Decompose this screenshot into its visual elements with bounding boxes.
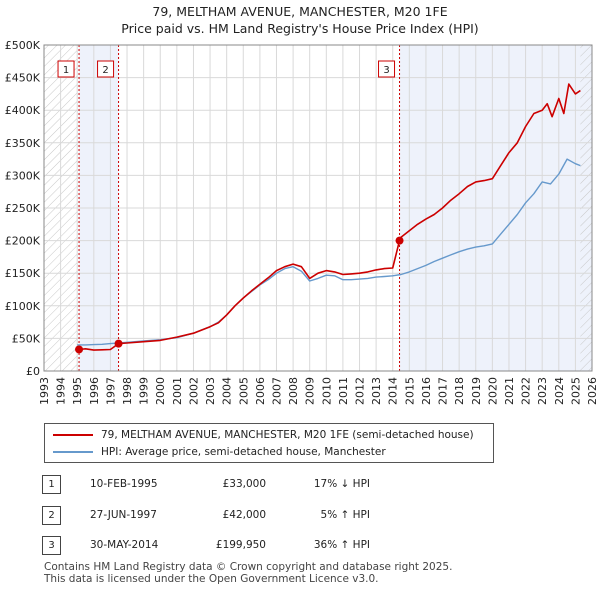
sale-marker-number: 2 [102,65,108,76]
footer-licence: This data is licensed under the Open Gov… [44,573,379,585]
sale-marker-label: 2 [42,506,61,525]
x-tick-label: 2022 [520,377,533,405]
x-tick-label: 1999 [138,377,151,405]
plot-border [43,44,593,372]
sale-marker-number: 1 [63,65,69,76]
x-tick-label: 2025 [569,377,582,405]
x-tick-label: 1994 [55,377,68,405]
sale-date: 30-MAY-2014 [90,539,159,551]
sale-row: 3 30-MAY-2014 £199,950 36% ↑ HPI [0,535,600,555]
sale-point [114,339,123,348]
title-line-subtitle: Price paid vs. HM Land Registry's House … [121,21,479,36]
sale-row: 2 27-JUN-1997 £42,000 5% ↑ HPI [0,505,600,525]
legend-label-hpi: HPI: Average price, semi-detached house,… [101,446,386,458]
y-tick-label: £300K [5,169,41,182]
x-tick-label: 2005 [237,377,250,405]
x-tick-label: 2015 [403,377,416,405]
sale-hpi-change: 36% ↑ HPI [313,539,370,551]
x-tick-label: 2013 [370,377,383,405]
sale-hpi-change: 17% ↓ HPI [313,478,370,490]
legend: 79, MELTHAM AVENUE, MANCHESTER, M20 1FE … [44,423,494,463]
x-tick-label: 2001 [171,377,184,405]
y-tick-label: £350K [5,137,41,150]
x-tick-label: 2026 [586,377,599,405]
x-tick-label: 2003 [204,377,217,405]
legend-item-hpi: HPI: Average price, semi-detached house,… [53,444,386,460]
legend-item-property: 79, MELTHAM AVENUE, MANCHESTER, M20 1FE … [53,427,474,443]
x-tick-label: 2002 [187,377,200,405]
y-tick-label: £400K [5,104,41,117]
sale-price: £33,000 [222,478,266,490]
legend-label-property: 79, MELTHAM AVENUE, MANCHESTER, M20 1FE … [101,429,474,441]
sale-hpi-change: 5% ↑ HPI [320,509,370,521]
legend-swatch-property [53,434,93,436]
y-tick-label: £50K [12,332,41,345]
x-tick-label: 2019 [470,377,483,405]
sale-point [75,345,84,354]
footer: Contains HM Land Registry data © Crown c… [44,561,452,585]
sale-marker-box [378,60,396,78]
x-tick-label: 2006 [254,377,267,405]
x-tick-label: 1996 [88,377,101,405]
sale-price: £199,950 [215,539,266,551]
footer-copyright: Contains HM Land Registry data © Crown c… [44,561,453,573]
sale-price: £42,000 [222,509,266,521]
x-tick-label: 2024 [553,377,566,405]
y-tick-label: £500K [5,39,41,52]
x-tick-label: 2014 [387,377,400,405]
y-tick-label: £0 [26,365,40,378]
sale-marker-box [97,60,115,78]
x-tick-label: 2008 [287,377,300,405]
x-tick-label: 2004 [221,377,234,405]
y-tick-label: £150K [5,267,41,280]
property-price-line [78,83,581,351]
chart-title: 79, MELTHAM AVENUE, MANCHESTER, M20 1FE … [0,3,600,37]
x-tick-label: 2021 [503,377,516,405]
x-tick-label: 1995 [71,377,84,405]
sale-marker-label: 3 [42,536,61,555]
y-tick-label: £200K [5,235,41,248]
x-tick-label: 2007 [270,377,283,405]
title-line-address: 79, MELTHAM AVENUE, MANCHESTER, M20 1FE [152,4,448,19]
x-tick-label: 2023 [536,377,549,405]
x-tick-label: 1998 [121,377,134,405]
x-tick-label: 2016 [420,377,433,405]
x-tick-label: 2010 [320,377,333,405]
y-tick-label: £250K [5,202,41,215]
sale-date: 10-FEB-1995 [90,478,158,490]
x-tick-label: 2017 [437,377,450,405]
price-chart: £0 £50K £100K £150K £200K £250K £300K £350K £400… [5,39,599,405]
sale-row: 1 10-FEB-1995 £33,000 17% ↓ HPI [0,474,600,494]
sale-date: 27-JUN-1997 [90,509,157,521]
sale-marker-number: 3 [383,65,389,76]
x-tick-label: 2020 [486,377,499,405]
y-tick-label: £450K [5,72,41,85]
x-tick-label: 1997 [104,377,117,405]
x-tick-label: 2009 [304,377,317,405]
sale-marker-label: 1 [42,475,61,494]
x-tick-label: 1993 [38,377,51,405]
sale-point [395,236,404,245]
x-tick-label: 2011 [337,377,350,405]
legend-swatch-hpi [53,451,93,453]
x-tick-label: 2000 [154,377,167,405]
x-tick-label: 2012 [354,377,367,405]
sale-marker-box [57,60,75,78]
x-tick-label: 2018 [453,377,466,405]
y-tick-label: £100K [5,300,41,313]
